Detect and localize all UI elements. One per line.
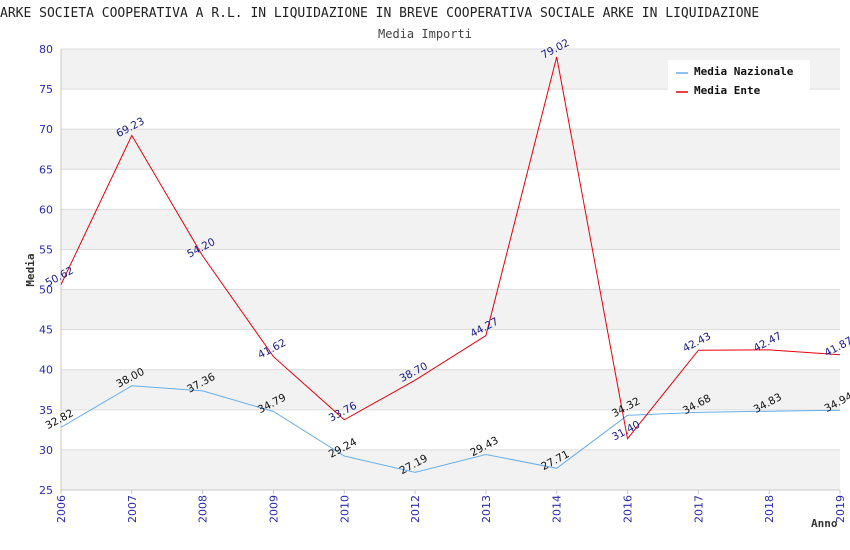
grid-band bbox=[61, 369, 840, 410]
x-tick-label: 2013 bbox=[480, 495, 493, 523]
x-tick-label: 2006 bbox=[55, 495, 68, 523]
x-tick-label: 2010 bbox=[338, 495, 351, 523]
legend: Media Nazionale Media Ente bbox=[668, 60, 810, 102]
y-tick-label: 45 bbox=[39, 324, 53, 337]
x-axis-label: Anno bbox=[811, 517, 838, 530]
y-tick-label: 55 bbox=[39, 243, 53, 256]
y-tick-label: 35 bbox=[39, 404, 53, 417]
series-line-nazionale bbox=[60, 385, 841, 473]
grid-bands bbox=[61, 49, 840, 490]
grid-band bbox=[61, 289, 840, 330]
legend-box bbox=[668, 60, 810, 102]
grid-band bbox=[61, 209, 840, 250]
x-tick-label: 2017 bbox=[692, 495, 705, 523]
legend-label-ente: Media Ente bbox=[694, 84, 761, 97]
y-tick-label: 75 bbox=[39, 83, 53, 96]
chart-title: ARKE SOCIETA COOPERATIVA A R.L. IN LIQUI… bbox=[0, 6, 760, 21]
legend-label-nazionale: Media Nazionale bbox=[694, 65, 794, 78]
chart-subtitle: Media Importi bbox=[378, 27, 472, 41]
y-tick-label: 40 bbox=[39, 364, 53, 377]
x-tick-label: 2008 bbox=[197, 495, 210, 523]
x-tick-label: 2018 bbox=[763, 495, 776, 523]
data-label: 31.40 bbox=[610, 419, 642, 444]
x-tick-label: 2016 bbox=[622, 495, 635, 523]
x-tick-label: 2014 bbox=[551, 495, 564, 523]
x-tick-label: 2009 bbox=[267, 495, 280, 523]
series-lines bbox=[60, 56, 841, 473]
x-tick-label: 2007 bbox=[126, 495, 139, 523]
series-line-ente bbox=[60, 56, 841, 440]
x-axis-ticks: 2006 2007 2008 2009 2010 2012 2013 2014 2016 2017… bbox=[55, 490, 847, 523]
y-tick-label: 65 bbox=[39, 163, 53, 176]
data-label: 41.87 bbox=[823, 335, 850, 360]
y-tick-label: 50 bbox=[39, 284, 53, 297]
grid-lines bbox=[61, 48, 840, 491]
data-label: 50.62 bbox=[44, 265, 76, 290]
y-axis-ticks: 25 30 35 40 45 50 55 60 65 70 75 80 bbox=[39, 43, 53, 497]
y-tick-label: 60 bbox=[39, 203, 53, 216]
y-tick-label: 25 bbox=[39, 484, 53, 497]
y-tick-label: 70 bbox=[39, 123, 53, 136]
x-tick-label: 2012 bbox=[409, 495, 422, 523]
grid-band bbox=[61, 129, 840, 170]
grid-band bbox=[61, 449, 840, 490]
data-label: 41.62 bbox=[256, 337, 288, 362]
axes bbox=[60, 49, 840, 491]
y-tick-label: 80 bbox=[39, 43, 53, 56]
y-tick-label: 30 bbox=[39, 444, 53, 457]
y-axis-label: Media bbox=[24, 253, 37, 286]
x-tick-label: 2019 bbox=[834, 495, 847, 523]
